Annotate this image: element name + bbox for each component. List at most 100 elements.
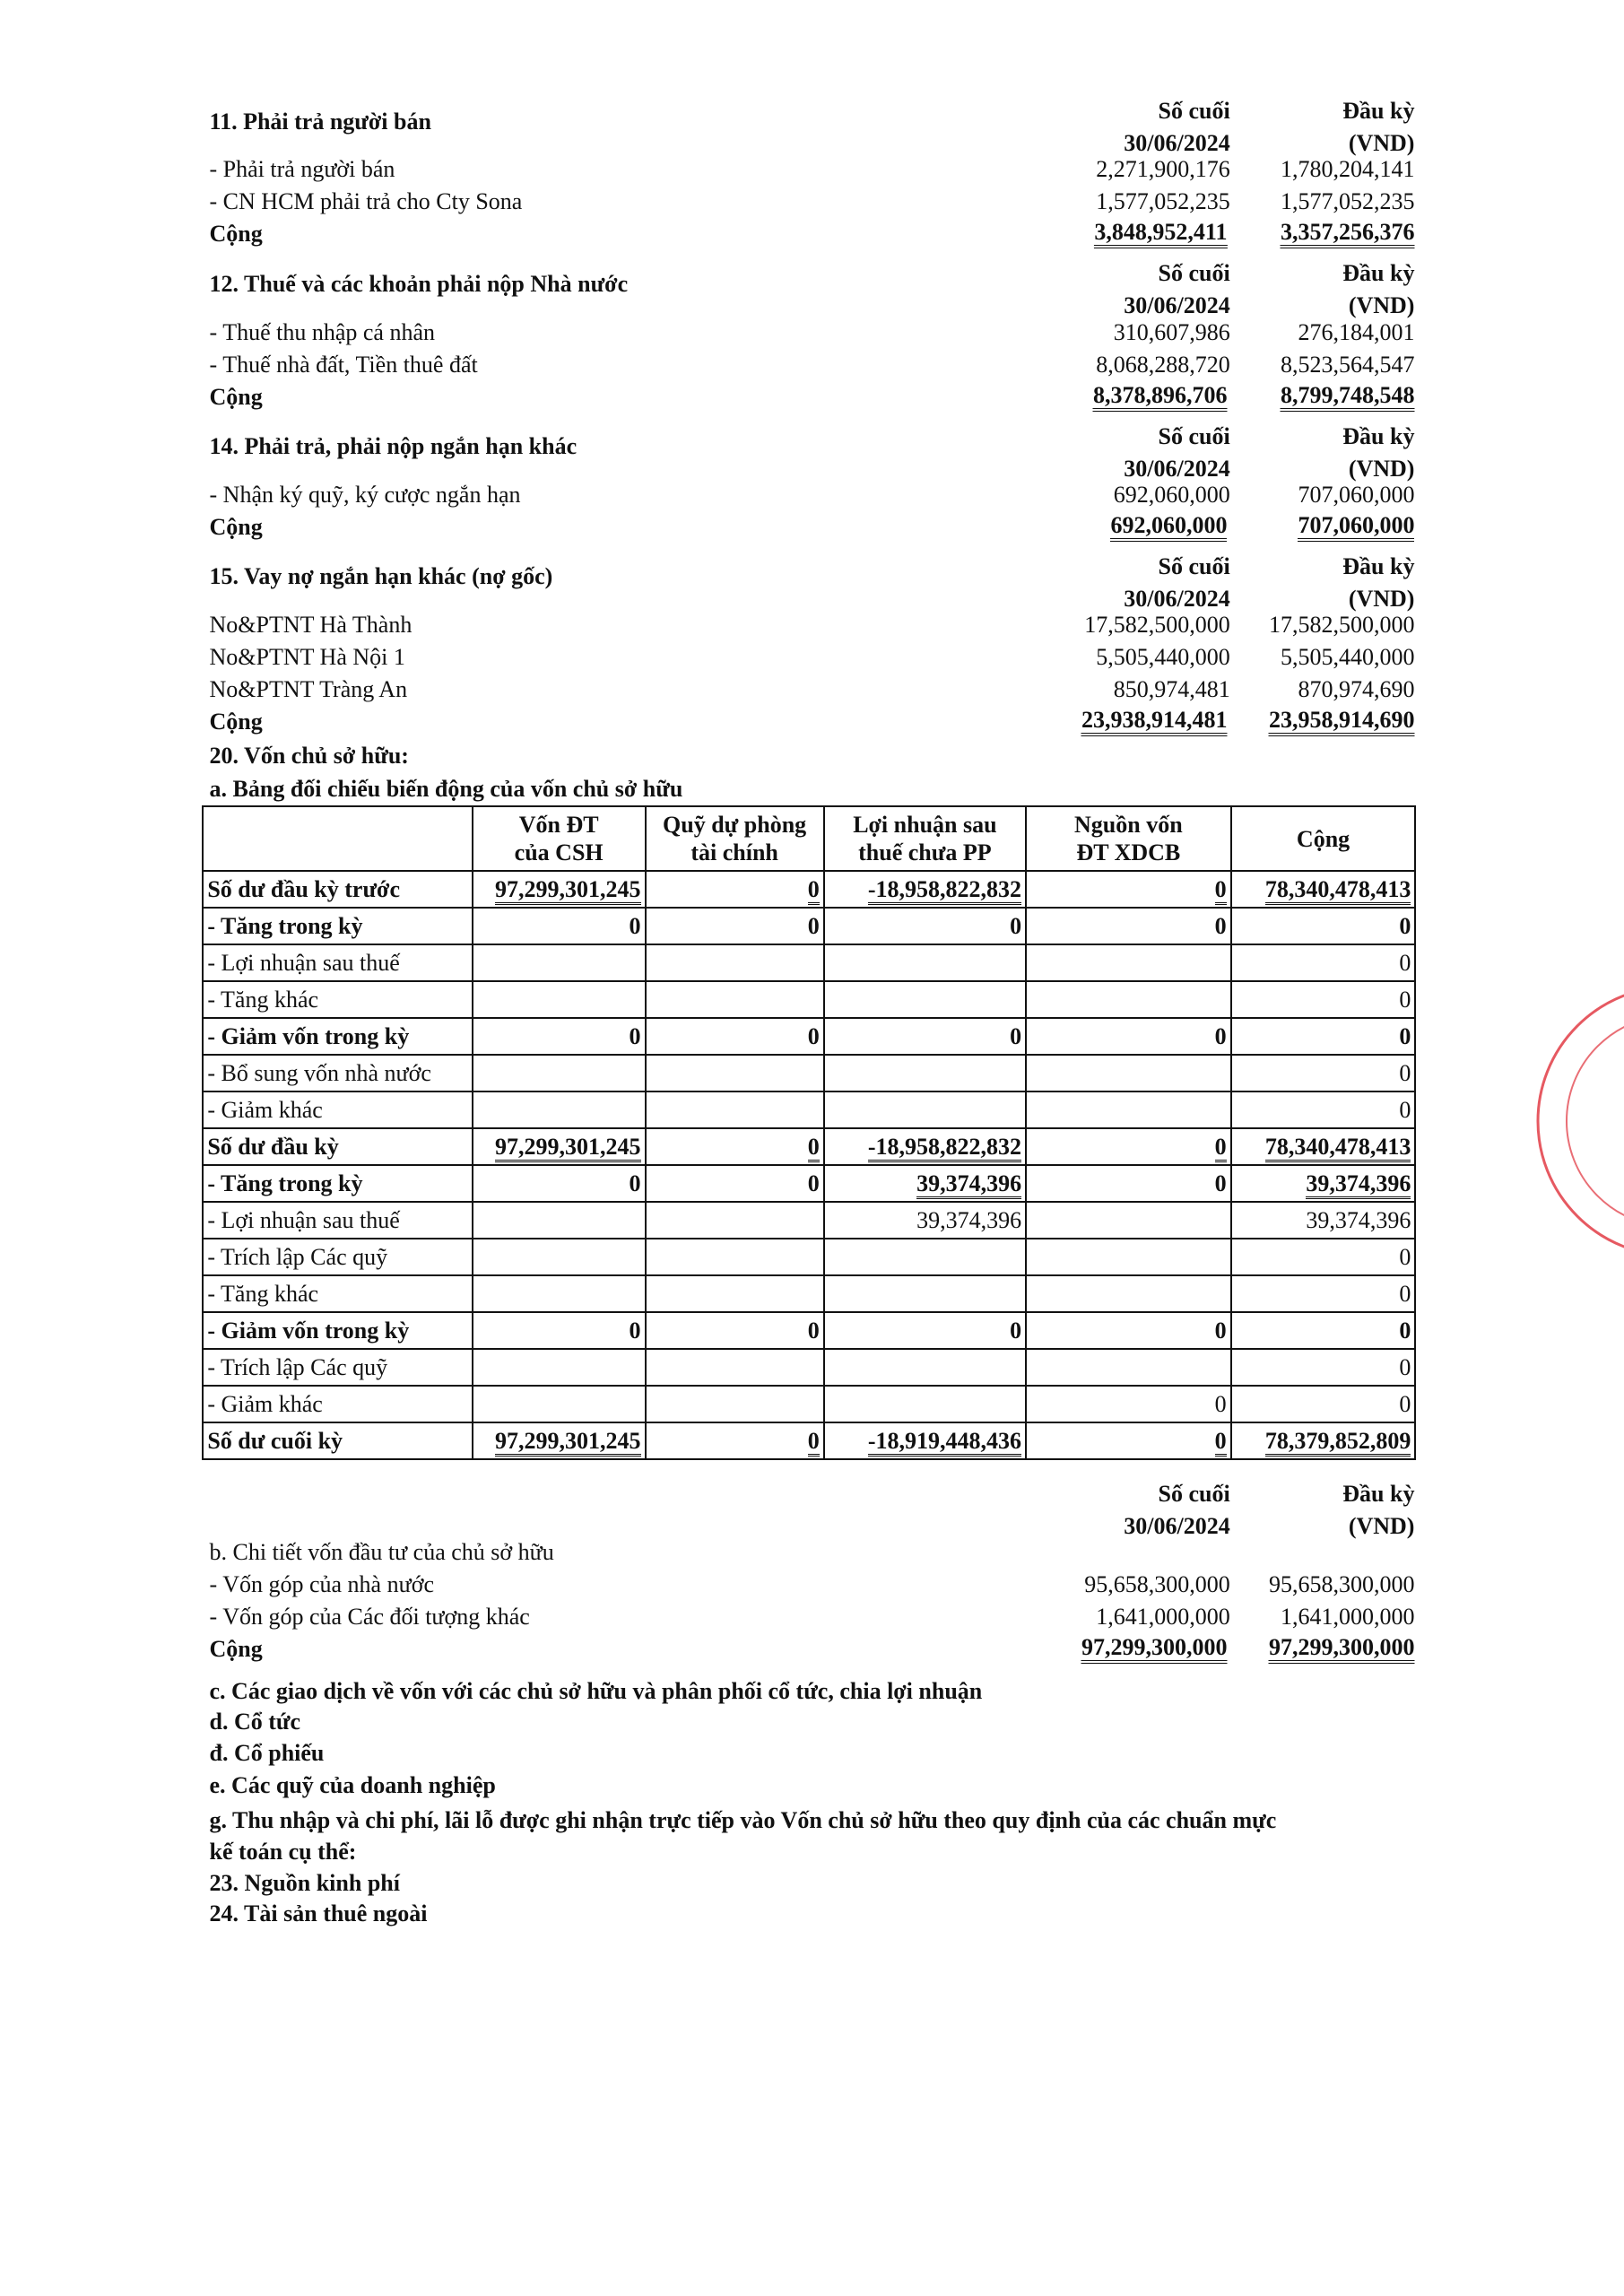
total-amount: 3,357,256,376 xyxy=(1280,220,1415,249)
amount: 1,780,204,141 xyxy=(1280,156,1415,183)
cell xyxy=(471,1238,647,1277)
cell: 0 xyxy=(471,907,647,946)
total-label: Cộng xyxy=(209,221,263,248)
label: Số dư cuối kỳ xyxy=(207,1427,343,1454)
section-title: b. Chi tiết vốn đầu tư của chủ sở hữu xyxy=(209,1538,554,1565)
amount: 0 xyxy=(1010,1317,1022,1344)
col-header: 30/06/2024 xyxy=(1124,130,1230,157)
amount: 0 xyxy=(1214,1317,1227,1344)
row-label: No&PTNT Tràng An xyxy=(209,676,408,703)
cell: 0 xyxy=(471,1311,647,1351)
cell: -18,958,822,832 xyxy=(822,1127,1028,1167)
cell: 0 xyxy=(1229,1091,1417,1130)
amount: -18,958,822,832 xyxy=(867,1133,1022,1162)
cell: 0 xyxy=(471,1017,647,1057)
col-header: Đầu kỳ xyxy=(1342,260,1415,287)
label: - Giảm vốn trong kỳ xyxy=(207,1317,410,1344)
row-label: - Tăng trong kỳ xyxy=(202,907,473,946)
table-row: - Bổ sung vốn nhà nước 0 xyxy=(202,1054,1417,1093)
amount: 0 xyxy=(1399,986,1411,1013)
cell: 0 xyxy=(644,1422,825,1461)
cell: 39,374,396 xyxy=(822,1201,1028,1240)
cell: 0 xyxy=(644,870,825,909)
amount: 97,299,301,245 xyxy=(495,875,641,905)
cell: 0 xyxy=(1229,1311,1417,1351)
cell xyxy=(644,1348,825,1387)
row-label: - Trích lập Các quỹ xyxy=(202,1348,473,1387)
row-label: No&PTNT Hà Thành xyxy=(209,612,413,639)
amount: 0 xyxy=(1399,1317,1411,1344)
amount: 0 xyxy=(629,1170,641,1196)
column-header: Cộng xyxy=(1229,805,1417,873)
amount: 95,658,300,000 xyxy=(1084,1570,1230,1597)
cell: -18,958,822,832 xyxy=(822,870,1028,909)
amount: 0 xyxy=(1399,1280,1411,1307)
col-header: Số cuối xyxy=(1158,98,1230,125)
header-line: của CSH xyxy=(514,839,604,866)
col-header: (VND) xyxy=(1348,585,1415,612)
cell xyxy=(822,980,1028,1020)
column-header: Quỹ dự phòng tài chính xyxy=(644,805,825,873)
cell: 0 xyxy=(1229,1385,1417,1424)
row-label: - Giảm vốn trong kỳ xyxy=(202,1311,473,1351)
cell: 78,340,478,413 xyxy=(1229,870,1417,909)
total-amount: 692,060,000 xyxy=(1110,512,1228,542)
label: - Tăng khác xyxy=(207,1280,319,1307)
row-label: No&PTNT Hà Nội 1 xyxy=(209,644,405,671)
total-amount: 97,299,300,000 xyxy=(1081,1634,1228,1664)
total-label: Cộng xyxy=(209,383,263,410)
cell xyxy=(822,1385,1028,1424)
col-header: Số cuối xyxy=(1158,422,1230,449)
cell: 0 xyxy=(1025,1127,1232,1167)
amount: 17,582,500,000 xyxy=(1084,612,1230,639)
table-row: - Trích lập Các quỹ 0 xyxy=(202,1238,1417,1277)
row-label: - Vốn góp của Các đối tượng khác xyxy=(209,1603,530,1630)
table-row: - Giảm khác 0 xyxy=(202,1091,1417,1130)
row-label: - Lợi nhuận sau thuế xyxy=(202,1201,473,1240)
header-line: Vốn ĐT xyxy=(518,812,599,839)
cell: 0 xyxy=(1229,980,1417,1020)
cell xyxy=(822,1091,1028,1130)
amount: 0 xyxy=(1214,1133,1227,1162)
amount: 17,582,500,000 xyxy=(1268,612,1415,639)
header-row: Vốn ĐT của CSH Quỹ dự phòng tài chính Lợi nh… xyxy=(202,805,1417,873)
amount: 0 xyxy=(1214,1427,1227,1457)
column-header xyxy=(202,805,473,873)
row-label: - Giảm vốn trong kỳ xyxy=(202,1017,473,1057)
cell xyxy=(1025,1348,1232,1387)
cell xyxy=(1025,1091,1232,1130)
cell xyxy=(644,1201,825,1240)
section-title: 14. Phải trả, phải nộp ngắn hạn khác xyxy=(209,433,578,460)
header-line: ĐT XDCB xyxy=(1076,839,1181,866)
cell xyxy=(471,1054,647,1093)
cell: 0 xyxy=(1229,907,1417,946)
amount: 276,184,001 xyxy=(1298,318,1415,345)
cell: 97,299,301,245 xyxy=(471,1127,647,1167)
cell: 0 xyxy=(1025,1311,1232,1351)
amount: -18,919,448,436 xyxy=(867,1427,1022,1457)
amount: 0 xyxy=(1399,1096,1411,1123)
label: - Trích lập Các quỹ xyxy=(207,1243,388,1270)
cell: 0 xyxy=(1025,1385,1232,1424)
amount: 1,641,000,000 xyxy=(1280,1603,1415,1630)
col-header: Đầu kỳ xyxy=(1342,552,1415,579)
col-header: (VND) xyxy=(1348,130,1415,157)
header-line: Lợi nhuận sau xyxy=(853,812,997,839)
amount: 39,374,396 xyxy=(916,1206,1022,1233)
note-heading: e. Các quỹ của doanh nghiệp xyxy=(209,1771,496,1798)
amount: 0 xyxy=(629,912,641,939)
header-line: Quỹ dự phòng xyxy=(663,812,807,839)
cell xyxy=(1025,1274,1232,1314)
cell: 0 xyxy=(1229,944,1417,983)
cell xyxy=(822,1054,1028,1093)
note-heading: 23. Nguồn kinh phí xyxy=(209,1870,400,1897)
cell xyxy=(1025,1238,1232,1277)
cell xyxy=(1025,1054,1232,1093)
amount: 0 xyxy=(1399,1059,1411,1086)
column-header: Lợi nhuận sau thuế chưa PP xyxy=(822,805,1028,873)
col-header: 30/06/2024 xyxy=(1124,585,1230,612)
table-row: - Giảm vốn trong kỳ 0 0 0 0 0 xyxy=(202,1017,1417,1057)
cell xyxy=(1025,944,1232,983)
